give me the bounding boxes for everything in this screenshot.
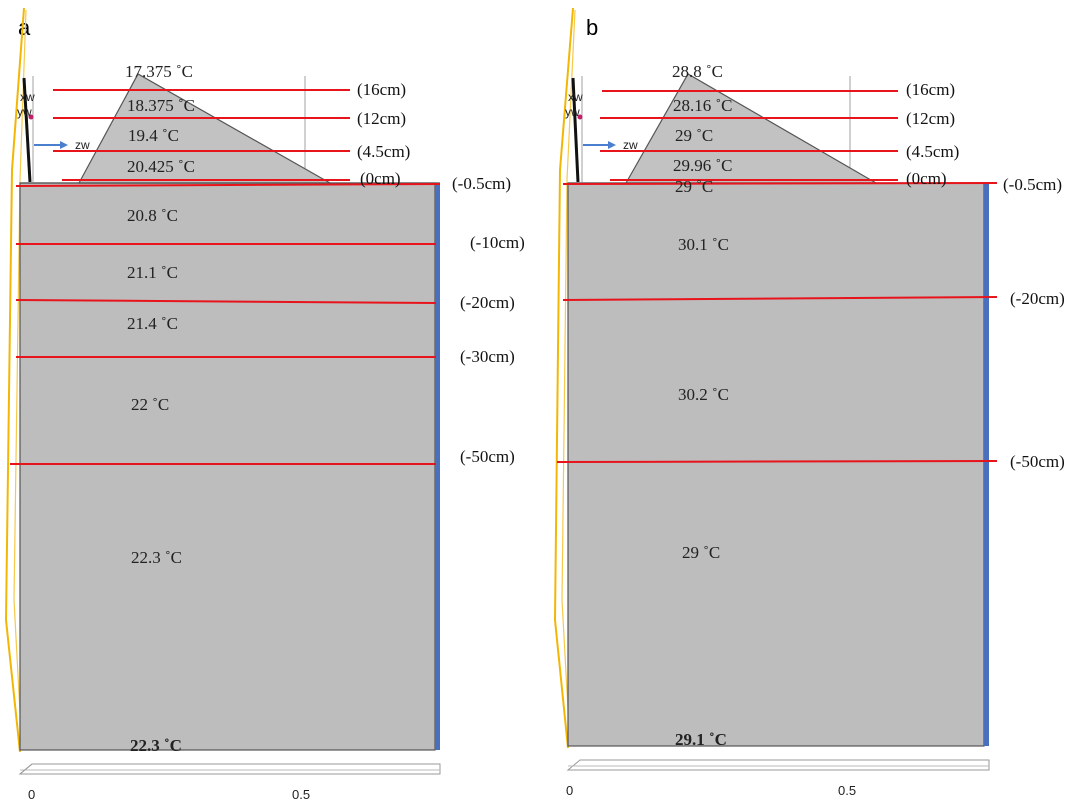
height-label: (-20cm)	[460, 293, 515, 312]
height-label: (4.5cm)	[357, 142, 410, 161]
soil-domain	[19, 182, 436, 751]
temperature-label: 17.375 ˚C	[125, 62, 193, 81]
height-label: (12cm)	[357, 109, 406, 128]
height-labels: (16cm) (12cm) (4.5cm) (0cm) (-0.5cm) (-2…	[906, 80, 1065, 471]
temperature-label: 29 ˚C	[675, 126, 713, 145]
temperature-profile-curve	[4, 7, 25, 753]
axis-triad: xw yw zw	[565, 77, 638, 183]
height-label: (0cm)	[360, 169, 401, 188]
panel-b: b xw yw zw (16cm) (12	[553, 7, 1065, 798]
height-label: (-30cm)	[460, 347, 515, 366]
height-label: (16cm)	[357, 80, 406, 99]
temperature-labels: 28.8 ˚C 28.16 ˚C 29 ˚C 29.96 ˚C 29 ˚C 30…	[672, 62, 733, 749]
temperature-labels: 17.375 ˚C 18.375 ˚C 19.4 ˚C 20.425 ˚C 20…	[125, 62, 195, 755]
height-label: (-50cm)	[460, 447, 515, 466]
height-label: (-0.5cm)	[452, 174, 511, 193]
temperature-label: 20.8 ˚C	[127, 206, 178, 225]
temperature-profile-curve-inner	[561, 9, 576, 747]
temperature-label: 19.4 ˚C	[128, 126, 179, 145]
temperature-label-bottom: 22.3 ˚C	[130, 736, 182, 755]
bottom-axis: 0 0.5	[18, 763, 441, 802]
height-label: (12cm)	[906, 109, 955, 128]
boundary-edge	[984, 183, 989, 746]
height-label: (-50cm)	[1010, 452, 1065, 471]
axis-label-y: yw	[17, 105, 32, 119]
temperature-label-bottom: 29.1 ˚C	[675, 730, 727, 749]
temperature-label: 18.375 ˚C	[127, 96, 195, 115]
height-label: (0cm)	[906, 169, 947, 188]
height-label: (4.5cm)	[906, 142, 959, 161]
panel-label: b	[586, 15, 598, 40]
temperature-label: 21.4 ˚C	[127, 314, 178, 333]
axis-tick-label: 0.5	[292, 787, 310, 802]
axis-label-z: zw	[75, 138, 90, 152]
temperature-label: 30.1 ˚C	[678, 235, 729, 254]
axis-triad: xw yw zw	[17, 77, 90, 183]
height-label: (-10cm)	[470, 233, 525, 252]
temperature-label: 28.16 ˚C	[673, 96, 733, 115]
height-label: (-20cm)	[1010, 289, 1065, 308]
temperature-profile-curve	[553, 7, 574, 749]
section-lines	[10, 89, 441, 465]
panel-a: a xw yw zw	[4, 7, 525, 802]
height-label: (16cm)	[906, 80, 955, 99]
axis-label-x: xw	[20, 90, 35, 104]
axis-tick-label: 0	[566, 783, 573, 798]
temperature-label: 29.96 ˚C	[673, 156, 733, 175]
boundary-edge	[435, 183, 440, 750]
axis-label-z: zw	[623, 138, 638, 152]
bottom-axis: 0 0.5	[566, 759, 990, 798]
temperature-label: 29 ˚C	[682, 543, 720, 562]
temperature-label: 20.425 ˚C	[127, 157, 195, 176]
temperature-label: 29 ˚C	[675, 177, 713, 196]
axis-label-x: xw	[568, 90, 583, 104]
temperature-label: 21.1 ˚C	[127, 263, 178, 282]
section-lines	[556, 90, 998, 463]
temperature-label: 28.8 ˚C	[672, 62, 723, 81]
height-labels: (16cm) (12cm) (4.5cm) (0cm) (-0.5cm) (-1…	[357, 80, 525, 466]
axis-label-y: yw	[565, 105, 580, 119]
temperature-label: 30.2 ˚C	[678, 385, 729, 404]
axis-tick-label: 0.5	[838, 783, 856, 798]
soil-domain	[567, 182, 985, 747]
axis-tick-label: 0	[28, 787, 35, 802]
temperature-label: 22 ˚C	[131, 395, 169, 414]
temperature-label: 22.3 ˚C	[131, 548, 182, 567]
temperature-profile-curve-inner	[13, 9, 27, 751]
height-label: (-0.5cm)	[1003, 175, 1062, 194]
